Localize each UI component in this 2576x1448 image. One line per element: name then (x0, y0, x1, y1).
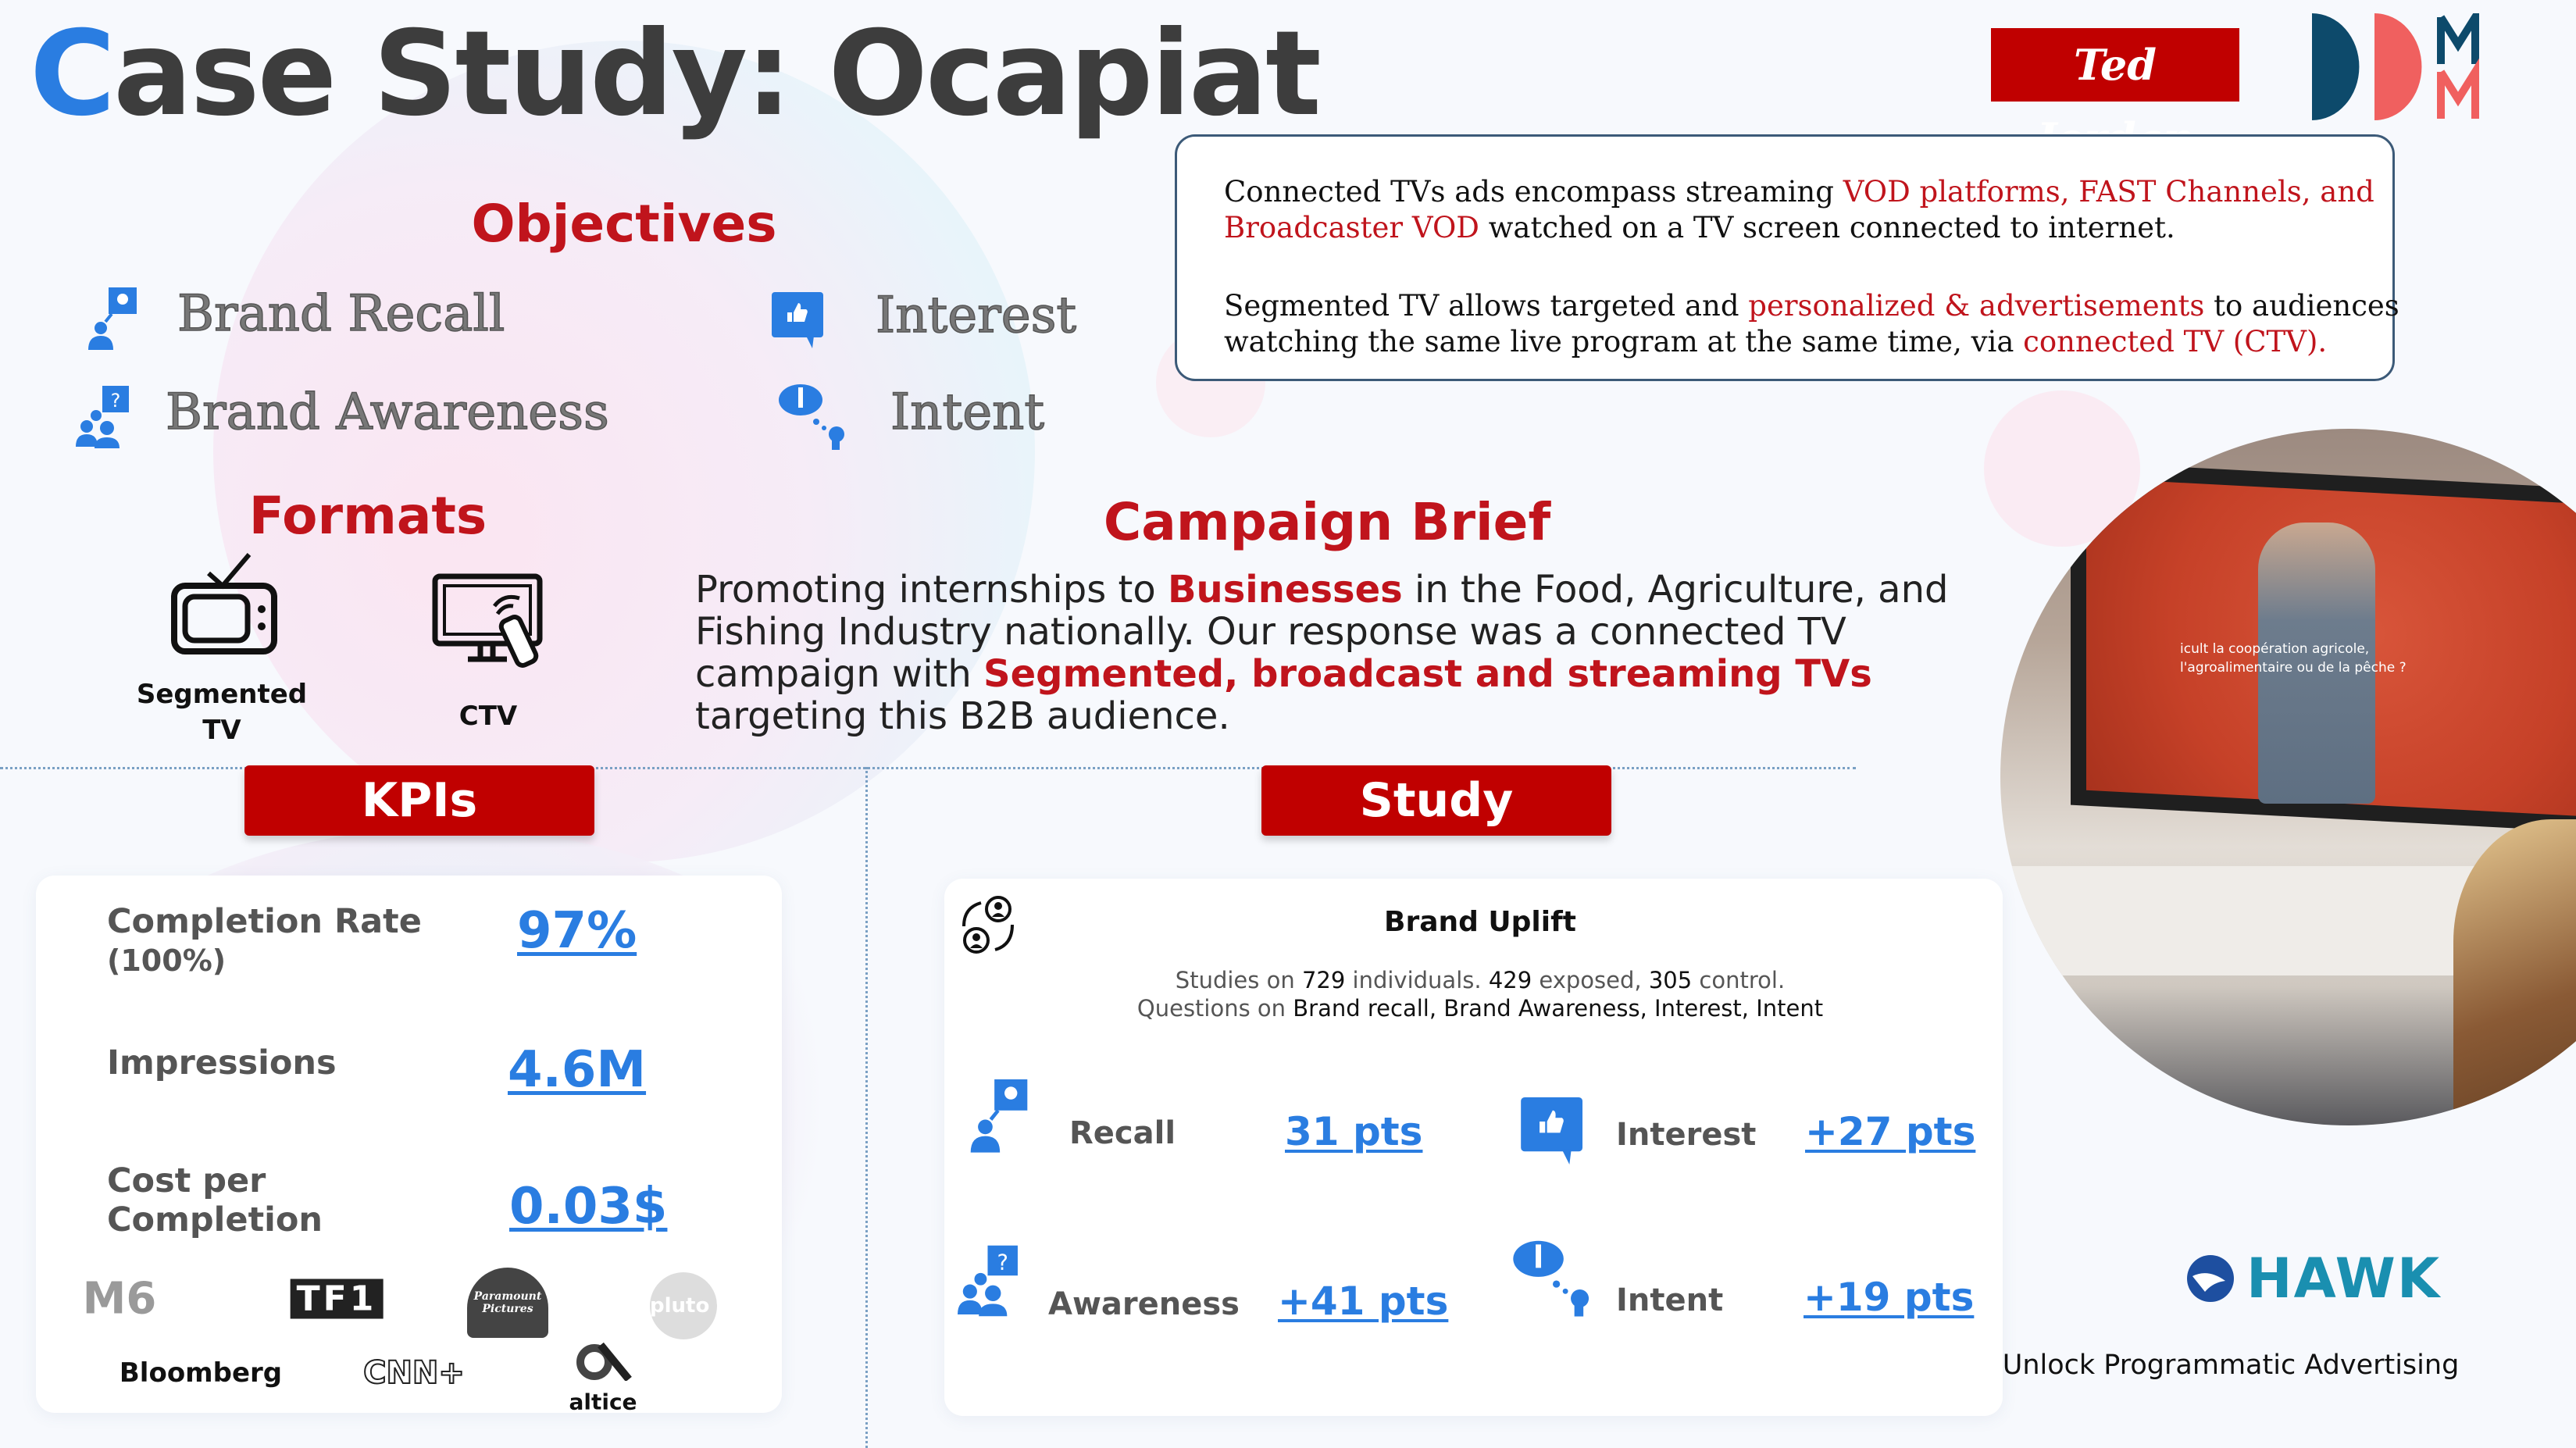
cnn-plus-logo: CNN+ (362, 1354, 466, 1392)
objective-intent: Intent (890, 383, 1045, 442)
svg-text:?: ? (111, 390, 121, 412)
ctv-info-box: Connected TVs ads encompass streaming VO… (1175, 134, 2399, 381)
thumbs-up-bubble-icon (1521, 1097, 1586, 1168)
bloomberg-logo: Bloomberg (119, 1357, 283, 1389)
altice-logo: altice (569, 1389, 637, 1415)
metric-interest-label: Interest (1616, 1117, 1757, 1153)
objective-interest: Interest (875, 286, 1077, 345)
campaign-brief-text: Promoting internships to Businesses in t… (695, 568, 1949, 738)
thought-cloud-icon (1511, 1234, 1594, 1325)
ctv-viewer-photo: icult la coopération agricole, l'agroalim… (2000, 429, 2576, 1125)
lightbulb-person-icon (966, 1079, 1032, 1157)
metric-recall-label: Recall (1069, 1115, 1176, 1151)
dmm-logo (2308, 3, 2481, 120)
hawk-tagline: Unlock Programmatic Advertising (2002, 1350, 2460, 1381)
metric-recall-value: 31 pts (1285, 1109, 1423, 1154)
ted-jordan-logo: Ted Jordan (1991, 28, 2239, 163)
pluto-tv-logo: pluto tv (650, 1272, 740, 1339)
metric-intent-label: Intent (1616, 1282, 1724, 1318)
metric-interest-value: +27 pts (1805, 1109, 1976, 1154)
kpi-completion-rate-value: 97% (517, 902, 637, 960)
brand-uplift-title: Brand Uplift (1384, 906, 1576, 938)
study-card (944, 879, 2003, 1416)
retro-tv-icon (171, 551, 277, 658)
paramount-logo: Paramount Pictures (467, 1268, 548, 1338)
photo-subtitle: icult la coopération agricole, l'agroalim… (2180, 641, 2407, 676)
question-people-icon: ? (76, 386, 135, 451)
kpi-cost-per-completion-label: Cost per Completion (107, 1161, 323, 1239)
thought-cloud-icon (777, 383, 849, 453)
format-ctv-label: CTV (458, 701, 518, 732)
info-paragraph-1: Connected TVs ads encompass streaming VO… (1224, 175, 2374, 209)
metric-awareness-label: Awareness (1048, 1286, 1240, 1322)
thumbs-up-bubble-icon (772, 292, 826, 351)
horizontal-divider (0, 767, 1856, 769)
question-people-icon: ? (958, 1245, 1025, 1320)
kpi-completion-rate-label: Completion Rate (100%) (107, 902, 422, 978)
vertical-divider (865, 767, 868, 1448)
m6-logo: M6 (82, 1273, 157, 1325)
title-text: ase Study: Ocapiat (113, 6, 1322, 142)
info-paragraph-2-cont: watching the same live program at the sa… (1224, 325, 2328, 358)
objective-brand-recall: Brand Recall (177, 284, 505, 344)
formats-heading: Formats (248, 486, 487, 546)
campaign-brief-heading: Campaign Brief (1103, 492, 1551, 552)
info-paragraph-1-cont: Broadcaster VOD watched on a TV screen c… (1224, 211, 2175, 244)
lightbulb-person-icon (85, 287, 140, 355)
title-initial: C (30, 6, 116, 142)
metric-intent-value: +19 pts (1804, 1275, 1975, 1320)
svg-text:?: ? (997, 1250, 1008, 1275)
smart-tv-remote-icon (432, 573, 546, 673)
page-title: Case Study: Ocapiat (30, 6, 1322, 142)
objective-brand-awareness: Brand Awareness (165, 383, 609, 442)
info-paragraph-2: Segmented TV allows targeted and persona… (1224, 289, 2399, 323)
tf1-logo: TF1 (290, 1279, 384, 1319)
hawk-logo: HAWK (2246, 1246, 2442, 1311)
exchange-people-icon (958, 895, 1019, 959)
kpi-impressions-value: 4.6M (508, 1041, 647, 1099)
kpi-cost-per-completion-value: 0.03$ (509, 1178, 668, 1236)
bg-blob (213, 41, 1035, 862)
kpi-impressions-label: Impressions (107, 1043, 337, 1082)
altice-logo-mark (574, 1342, 633, 1384)
study-description: Studies on 729 individuals. 429 exposed,… (1136, 967, 1824, 1022)
metric-awareness-value: +41 pts (1278, 1279, 1449, 1324)
format-segmented-tv-label: Segmented TV (136, 679, 308, 746)
kpis-banner: KPIs (244, 765, 594, 836)
hawk-logo-mark (2185, 1253, 2236, 1307)
study-banner: Study (1261, 765, 1611, 836)
objectives-heading: Objectives (471, 194, 777, 254)
